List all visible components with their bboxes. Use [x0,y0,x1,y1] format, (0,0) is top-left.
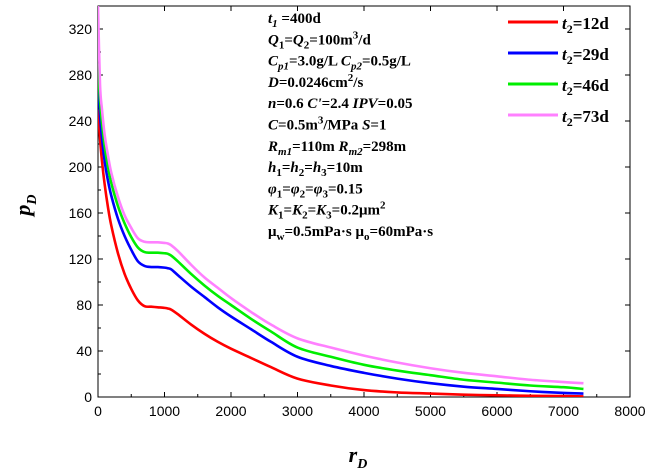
y-tick-label: 200 [69,159,93,175]
annotation-a2: Q1​=Q2​=100m3​/d [268,29,371,51]
x-tick-label: 8000 [614,403,645,419]
y-tick-label: 160 [69,205,93,221]
legend: t2=12d t2=29d t2=46d t2=73d [508,14,609,129]
annotation-a4: D=0.0246cm2​/s [267,72,363,91]
annotation-a7: Rm1​=110m Rm2​=298m [267,139,407,158]
annotation-a3: Cp1​=3.0g/L Cp2​=0.5g/L [268,54,411,73]
x-tick-label: 5000 [415,403,446,419]
x-axis-label-sub: D [356,457,367,472]
y-tick-label: 40 [76,343,92,359]
legend-label-4: t2=73d [562,107,609,129]
annotation-a1: t1​ =400d [268,11,321,30]
x-tick-label: 7000 [548,403,579,419]
series-line-3 [98,63,584,391]
annotation-a8: h1​=h2​=h3​=10m [268,160,363,179]
x-tick-label: 6000 [481,403,512,419]
annotation-a11: μw​=0.5mPa·s μo​=60mPa·s [268,224,433,243]
y-axis-label: pD [10,194,40,217]
series-lines [98,6,584,397]
series-line-2 [98,80,584,395]
legend-label-1: t2=12d [562,14,609,36]
y-tick-label: 0 [84,389,92,405]
y-tick-label: 280 [69,67,93,83]
y-tick-label: 80 [76,297,92,313]
x-tick-label: 0 [94,403,102,419]
x-axis: 0 1000 2000 3000 4000 5000 6000 7000 8000 [94,6,646,419]
x-tick-label: 4000 [348,403,379,419]
y-axis-label-main: p [10,205,35,218]
series-line-1 [98,109,584,397]
annotation-a10: K1​=K2​=K3​=0.2μm2​ [267,200,386,222]
legend-label-2: t2=29d [562,45,609,67]
x-tick-label: 2000 [215,403,246,419]
x-tick-label: 3000 [282,403,313,419]
annotation-a5: n=0.6 C'=2.4 IPV=0.05 [268,96,412,112]
y-axis-label-sub: D [25,194,40,205]
annotation-a6: C=0.5m3​/MPa S=1 [268,115,386,134]
y-tick-label: 120 [69,251,93,267]
x-axis-label-main: r [349,442,358,467]
y-tick-label: 320 [69,21,93,37]
x-tick-label: 1000 [149,403,180,419]
x-axis-label: rD [349,442,368,472]
series-line-4 [98,6,584,385]
legend-label-3: t2=46d [562,76,609,98]
annotation-a9: φ1​=φ2​=φ3​=0.15 [268,181,363,200]
y-tick-label: 240 [69,113,93,129]
